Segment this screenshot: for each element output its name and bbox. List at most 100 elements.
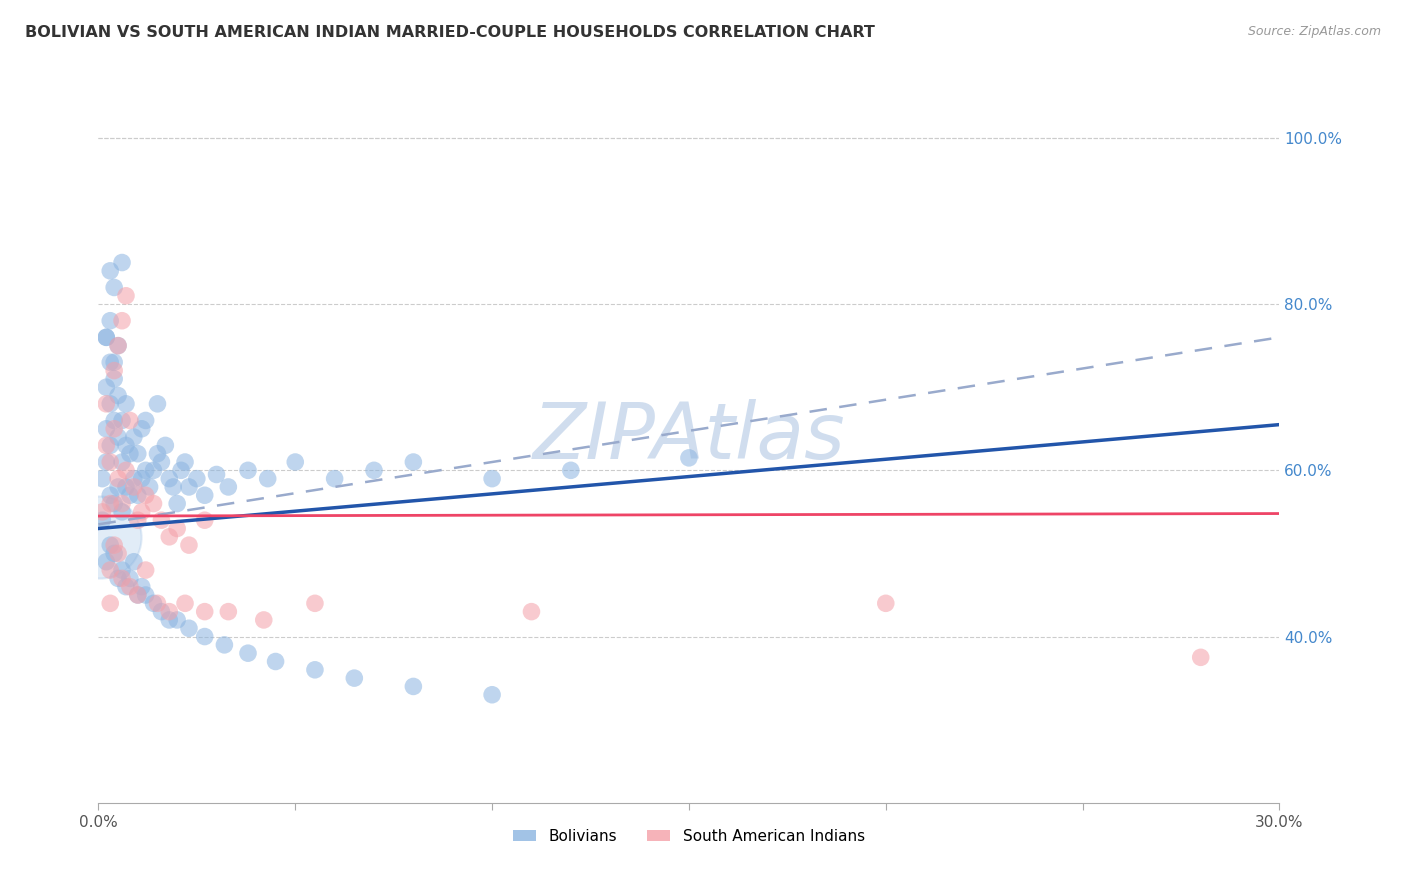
Point: [146, 596, 169, 610]
Point: [177, 621, 200, 635]
Point: [155, 438, 177, 452]
Point: [1189, 650, 1212, 665]
Point: [214, 638, 236, 652]
Point: [127, 513, 149, 527]
Point: [91, 505, 114, 519]
Point: [111, 563, 134, 577]
Point: [142, 596, 165, 610]
Point: [481, 688, 503, 702]
Point: [194, 513, 217, 527]
Point: [138, 480, 160, 494]
Point: [186, 472, 208, 486]
Point: [174, 596, 197, 610]
Point: [111, 255, 134, 269]
Point: [131, 505, 153, 519]
Point: [107, 480, 129, 494]
Point: [118, 488, 141, 502]
Point: [98, 596, 121, 610]
Text: Source: ZipAtlas.com: Source: ZipAtlas.com: [1247, 25, 1381, 38]
Point: [115, 397, 138, 411]
Point: [135, 588, 157, 602]
Point: [96, 455, 118, 469]
Point: [111, 571, 134, 585]
Point: [166, 497, 188, 511]
Point: [91, 472, 114, 486]
Point: [146, 397, 169, 411]
Point: [127, 447, 149, 461]
Point: [162, 480, 184, 494]
Point: [481, 472, 503, 486]
Point: [98, 314, 121, 328]
Point: [122, 555, 145, 569]
Point: [103, 355, 125, 369]
Point: [118, 580, 141, 594]
Point: [98, 455, 121, 469]
Point: [115, 480, 138, 494]
Point: [103, 422, 125, 436]
Point: [91, 513, 114, 527]
Point: [115, 580, 138, 594]
Point: [256, 472, 278, 486]
Point: [98, 497, 121, 511]
Point: [107, 430, 129, 444]
Point: [142, 497, 165, 511]
Point: [103, 372, 125, 386]
Point: [166, 521, 188, 535]
Point: [236, 463, 259, 477]
Point: [98, 397, 121, 411]
Point: [177, 480, 200, 494]
Point: [150, 513, 173, 527]
Point: [111, 413, 134, 427]
Point: [115, 463, 138, 477]
Point: [107, 472, 129, 486]
Point: [177, 538, 200, 552]
Point: [98, 563, 121, 577]
Point: [103, 497, 125, 511]
Point: [118, 571, 141, 585]
Point: [166, 613, 188, 627]
Point: [107, 571, 129, 585]
Point: [205, 467, 228, 482]
Text: BOLIVIAN VS SOUTH AMERICAN INDIAN MARRIED-COUPLE HOUSEHOLDS CORRELATION CHART: BOLIVIAN VS SOUTH AMERICAN INDIAN MARRIE…: [25, 25, 875, 40]
Point: [402, 455, 425, 469]
Point: [111, 505, 134, 519]
Point: [560, 463, 582, 477]
Point: [150, 605, 173, 619]
Point: [98, 438, 121, 452]
Point: [131, 580, 153, 594]
Point: [96, 330, 118, 344]
Point: [118, 447, 141, 461]
Point: [363, 463, 385, 477]
Point: [98, 355, 121, 369]
Point: [122, 480, 145, 494]
Point: [118, 413, 141, 427]
Point: [146, 447, 169, 461]
Point: [96, 380, 118, 394]
Point: [96, 555, 118, 569]
Point: [96, 330, 118, 344]
Point: [127, 588, 149, 602]
Point: [96, 422, 118, 436]
Point: [157, 530, 180, 544]
Point: [194, 605, 217, 619]
Point: [107, 546, 129, 560]
Point: [89, 530, 111, 544]
Point: [131, 472, 153, 486]
Point: [115, 289, 138, 303]
Point: [111, 497, 134, 511]
Point: [103, 546, 125, 560]
Point: [103, 280, 125, 294]
Point: [98, 488, 121, 502]
Point: [127, 488, 149, 502]
Point: [253, 613, 276, 627]
Point: [343, 671, 366, 685]
Point: [157, 605, 180, 619]
Point: [103, 413, 125, 427]
Point: [875, 596, 897, 610]
Point: [131, 422, 153, 436]
Point: [98, 538, 121, 552]
Point: [135, 463, 157, 477]
Point: [135, 563, 157, 577]
Point: [142, 463, 165, 477]
Point: [170, 463, 193, 477]
